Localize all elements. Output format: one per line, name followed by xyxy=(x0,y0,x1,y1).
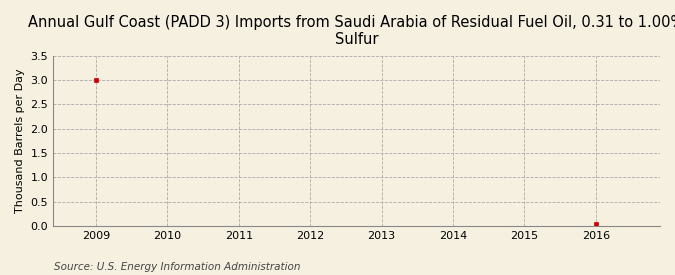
Y-axis label: Thousand Barrels per Day: Thousand Barrels per Day xyxy=(15,68,25,213)
Text: Source: U.S. Energy Information Administration: Source: U.S. Energy Information Administ… xyxy=(54,262,300,272)
Title: Annual Gulf Coast (PADD 3) Imports from Saudi Arabia of Residual Fuel Oil, 0.31 : Annual Gulf Coast (PADD 3) Imports from … xyxy=(28,15,675,47)
